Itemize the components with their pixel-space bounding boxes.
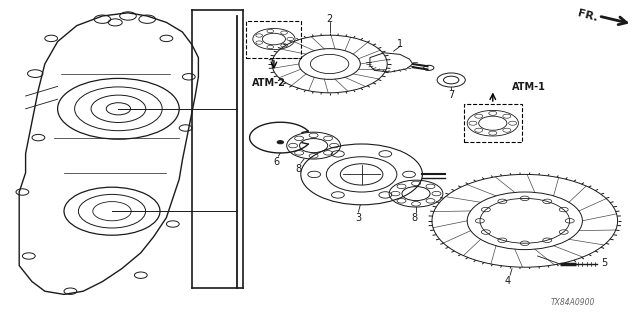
Text: 5: 5 — [602, 258, 608, 268]
Text: 1: 1 — [397, 39, 403, 49]
Text: 8: 8 — [412, 213, 418, 223]
Circle shape — [277, 140, 284, 144]
Text: TX84A0900: TX84A0900 — [550, 298, 595, 307]
Text: 7: 7 — [448, 90, 454, 100]
Bar — [464, 104, 522, 142]
Text: 8: 8 — [296, 164, 302, 174]
Text: 3: 3 — [355, 213, 362, 223]
Text: 2: 2 — [326, 14, 333, 24]
Text: ATM-1: ATM-1 — [512, 82, 546, 92]
Text: FR.: FR. — [576, 9, 598, 23]
Text: ATM-2: ATM-2 — [252, 78, 285, 88]
Bar — [246, 21, 301, 58]
Text: 6: 6 — [273, 157, 280, 167]
Text: 4: 4 — [504, 276, 511, 286]
